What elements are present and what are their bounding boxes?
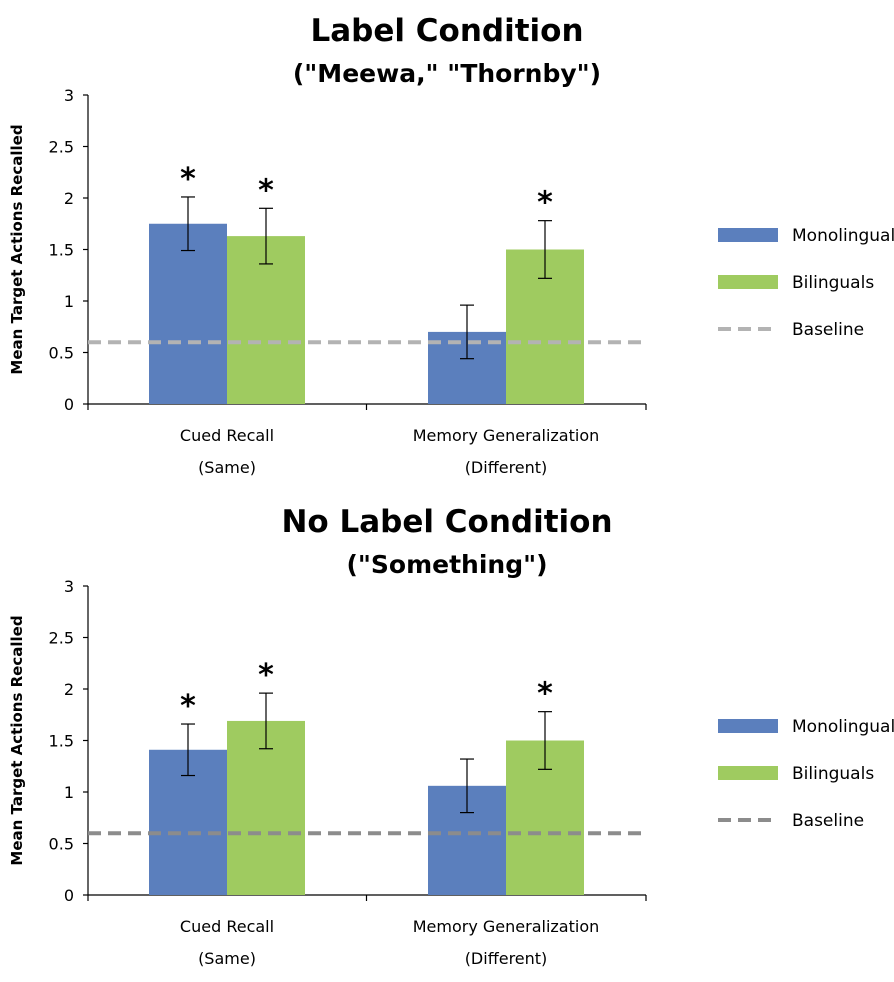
bar-monolinguals-0 <box>149 223 227 404</box>
chart-title: Label Condition <box>310 13 583 49</box>
significance-marker: * <box>258 173 274 208</box>
y-tick-label: 1.5 <box>49 241 74 260</box>
y-tick-label: 0.5 <box>49 835 74 854</box>
y-tick-label: 1 <box>64 783 74 802</box>
significance-marker: * <box>537 186 553 221</box>
category-sublabel: (Same) <box>198 949 256 968</box>
legend-label-baseline: Baseline <box>792 811 864 831</box>
legend-label-baseline: Baseline <box>792 320 864 340</box>
category-sublabel: (Different) <box>465 458 548 477</box>
y-axis-label: Mean Target Actions Recalled <box>8 615 26 865</box>
category-label: Memory Generalization <box>413 917 600 936</box>
significance-marker: * <box>180 689 196 724</box>
y-tick-label: 3 <box>64 86 74 105</box>
category-sublabel: (Different) <box>465 949 548 968</box>
chart-no-label-condition: No Label Condition ("Something") Mean Targ… <box>8 504 894 968</box>
category-label: Memory Generalization <box>413 426 600 445</box>
legend-label-monolinguals: Monolinguals <box>792 717 894 737</box>
y-tick-label: 2 <box>64 680 74 699</box>
legend-label-bilinguals: Bilinguals <box>792 273 874 293</box>
y-tick-label: 1 <box>64 292 74 311</box>
category-sublabel: (Same) <box>198 458 256 477</box>
y-tick-label: 2.5 <box>49 138 74 157</box>
y-tick-label: 0 <box>64 886 74 905</box>
chart-label-condition: Label Condition ("Meewa," "Thornby") Mean … <box>8 13 894 477</box>
chart-title: No Label Condition <box>281 504 612 540</box>
legend-label-bilinguals: Bilinguals <box>792 764 874 784</box>
legend-swatch-bilinguals <box>718 766 778 780</box>
chart-panel-no-label-condition: No Label Condition ("Something") Mean Targ… <box>0 491 894 982</box>
chart-subtitle: ("Meewa," "Thornby") <box>293 59 601 88</box>
y-tick-label: 0.5 <box>49 344 74 363</box>
category-label: Cued Recall <box>180 917 274 936</box>
y-tick-label: 2.5 <box>49 629 74 648</box>
bar-bilinguals-0 <box>227 720 305 895</box>
legend-swatch-monolinguals <box>718 719 778 733</box>
y-tick-label: 3 <box>64 577 74 596</box>
legend-label-monolinguals: Monolinguals <box>792 226 894 246</box>
significance-marker: * <box>537 677 553 712</box>
chart-subtitle: ("Something") <box>346 550 547 579</box>
category-label: Cued Recall <box>180 426 274 445</box>
legend-swatch-monolinguals <box>718 228 778 242</box>
y-tick-label: 2 <box>64 189 74 208</box>
legend-swatch-bilinguals <box>718 275 778 289</box>
significance-marker: * <box>258 658 274 693</box>
y-tick-label: 0 <box>64 395 74 414</box>
y-tick-label: 1.5 <box>49 732 74 751</box>
chart-panel-label-condition: Label Condition ("Meewa," "Thornby") Mean … <box>8 13 894 477</box>
significance-marker: * <box>180 162 196 197</box>
y-axis-label: Mean Target Actions Recalled <box>8 124 26 374</box>
